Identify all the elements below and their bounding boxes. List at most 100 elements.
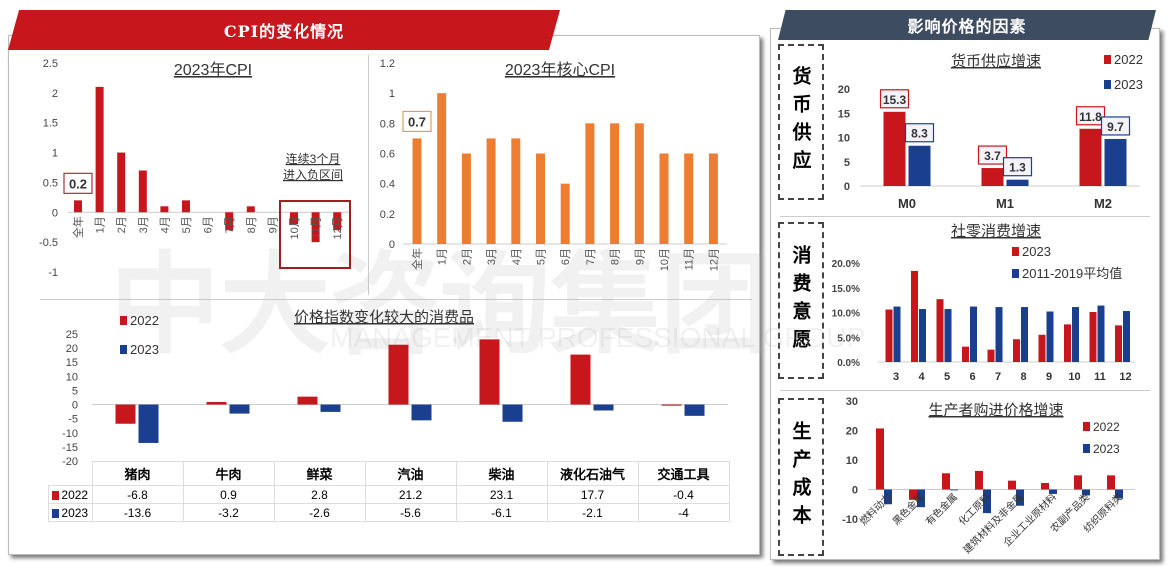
bar-2023 bbox=[962, 346, 969, 362]
y-tick-label: -10 bbox=[62, 428, 78, 440]
table-cell: -3.2 bbox=[182, 503, 275, 522]
bar bbox=[333, 212, 342, 231]
table-cell: -0.4 bbox=[637, 485, 730, 504]
y-tick-label: -15 bbox=[62, 442, 78, 454]
x-tick-label: 4月 bbox=[511, 248, 523, 265]
bar bbox=[536, 153, 545, 244]
table-cell: -2.1 bbox=[546, 503, 639, 522]
bar-2023 bbox=[1082, 489, 1090, 496]
x-tick-label: 5 bbox=[944, 371, 950, 383]
bar-2023 bbox=[593, 404, 614, 411]
side-label-money: 货币供应 bbox=[778, 44, 824, 200]
x-tick-label: 2月 bbox=[116, 216, 128, 233]
y-tick-label: 0.8 bbox=[380, 118, 395, 130]
bar bbox=[634, 123, 644, 244]
bar-2023 bbox=[1064, 324, 1071, 362]
x-tick-label: 10月 bbox=[289, 216, 301, 239]
x-tick-label: 12月 bbox=[332, 216, 344, 239]
x-tick-label: 8月 bbox=[246, 216, 258, 233]
y-tick-label: 0.0% bbox=[837, 358, 860, 369]
x-tick-label: 3 bbox=[893, 371, 899, 383]
x-tick-label: 5月 bbox=[181, 216, 193, 233]
bar-2011-2019平均值 bbox=[944, 309, 952, 362]
bar-2022 bbox=[981, 168, 1004, 186]
x-tick-label: 5月 bbox=[536, 248, 548, 265]
table-cell: 23.1 bbox=[455, 485, 548, 504]
table-column-header: 鲜菜 bbox=[273, 461, 366, 486]
legend-swatch bbox=[1104, 80, 1111, 89]
table-column-header: 汽油 bbox=[364, 461, 457, 486]
x-tick-label: 3月 bbox=[138, 216, 150, 233]
y-tick-label: -0.5 bbox=[39, 237, 58, 249]
table-header-row: 猪肉 牛肉 鲜菜 汽油 柴油 液化石油气 交通工具 bbox=[49, 461, 730, 486]
table-cell: -6.8 bbox=[91, 485, 184, 504]
legend-swatch bbox=[52, 490, 60, 500]
x-tick-label: 2月 bbox=[461, 248, 473, 265]
x-tick-label: 7 bbox=[995, 371, 1001, 383]
legend-label: 2022 bbox=[130, 313, 159, 328]
bar-2011-2019平均值 bbox=[893, 306, 901, 362]
data-label-box bbox=[1100, 116, 1131, 136]
bar bbox=[182, 200, 190, 213]
legend-label: 2023 bbox=[130, 342, 159, 357]
x-tick-label: 11月 bbox=[311, 216, 323, 238]
bar-2023 bbox=[138, 404, 159, 443]
bar-2023 bbox=[950, 489, 958, 491]
row-series-name: 2023 bbox=[61, 505, 89, 520]
data-label: 11.8 bbox=[1079, 110, 1102, 124]
bar bbox=[225, 212, 234, 231]
x-tick-label: 有色金属 bbox=[923, 490, 960, 527]
x-tick-label: 11月 bbox=[684, 248, 696, 270]
data-label-box bbox=[1075, 106, 1106, 126]
bar-2023 bbox=[908, 145, 931, 186]
y-tick-label: 0 bbox=[72, 400, 78, 412]
x-tick-label: 10月 bbox=[659, 248, 671, 271]
legend-label: 2023 bbox=[1114, 77, 1143, 92]
bar bbox=[95, 86, 104, 213]
y-tick-label: -5 bbox=[68, 414, 78, 426]
table-cell: -13.6 bbox=[91, 503, 184, 522]
table-row: 2023 -13.6 -3.2 -2.6 -5.6 -6.1 -2.1 -4 bbox=[48, 503, 730, 522]
table-cell: -4 bbox=[637, 503, 730, 522]
bar-2023 bbox=[502, 404, 523, 422]
y-tick-label: 10.0% bbox=[832, 309, 860, 320]
bar-2023 bbox=[1038, 334, 1046, 362]
data-label-box bbox=[1002, 157, 1033, 177]
y-tick-label: -10 bbox=[842, 514, 858, 526]
x-tick-label: 黑色金属 bbox=[890, 490, 927, 527]
side-label-cost: 生产成本 bbox=[778, 398, 824, 556]
table-cell: 2.8 bbox=[273, 485, 366, 504]
annotation-text: 进入负区间 bbox=[283, 168, 343, 182]
y-tick-label: 0.6 bbox=[380, 149, 395, 161]
bar-2023 bbox=[987, 349, 995, 362]
y-tick-label: 2.5 bbox=[43, 58, 58, 70]
bar-2022 bbox=[388, 344, 409, 405]
side-label-cost-text: 生产成本 bbox=[789, 421, 812, 533]
y-tick-label: 5 bbox=[72, 385, 78, 397]
legend-swatch bbox=[1012, 247, 1019, 256]
bar-2023 bbox=[885, 309, 893, 362]
highlight-box bbox=[279, 200, 351, 269]
x-tick-label: 4月 bbox=[159, 216, 171, 233]
left-header: CPI的变化情况 bbox=[8, 10, 560, 50]
y-tick-label: 0.4 bbox=[380, 179, 395, 191]
table-corner bbox=[49, 462, 93, 486]
bar-2022 bbox=[479, 339, 500, 405]
bar bbox=[486, 138, 496, 244]
x-tick-label: 6月 bbox=[560, 248, 572, 265]
bar bbox=[437, 93, 447, 245]
bar-2023 bbox=[917, 489, 925, 508]
x-tick-label: 11 bbox=[1094, 371, 1106, 383]
x-tick-label: 全年 bbox=[410, 248, 424, 270]
bar bbox=[585, 123, 595, 244]
bar-2011-2019平均值 bbox=[919, 309, 926, 362]
bar-2023 bbox=[1013, 339, 1020, 362]
bar bbox=[659, 153, 669, 244]
x-tick-label: 建筑材料及非金属 bbox=[960, 490, 1026, 556]
bar bbox=[117, 152, 126, 213]
y-tick-label: -1 bbox=[48, 267, 58, 279]
bar-2022 bbox=[115, 404, 136, 424]
bar bbox=[138, 170, 147, 213]
legend-swatch bbox=[1012, 269, 1019, 278]
